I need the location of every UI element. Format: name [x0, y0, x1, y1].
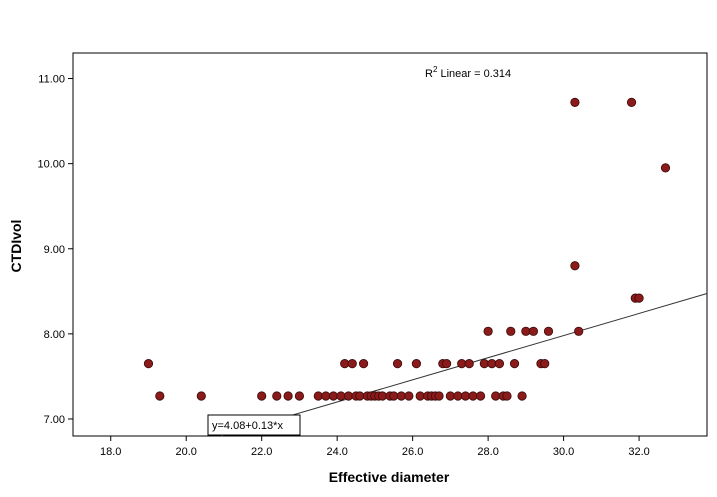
x-tick-label: 28.0: [477, 446, 498, 458]
data-point: [272, 391, 282, 401]
data-point: [479, 359, 489, 369]
data-point: [491, 391, 501, 401]
data-point: [347, 359, 357, 369]
data-point: [434, 391, 444, 401]
data-point: [404, 391, 414, 401]
x-axis: 18.0 20.0 22.0 24.0 26.0 28.0 30.0 32.0: [100, 436, 650, 458]
data-point: [340, 359, 350, 369]
data-point: [442, 359, 452, 369]
data-point: [313, 391, 323, 401]
data-point: [257, 391, 267, 401]
data-point: [392, 359, 403, 369]
data-point: [540, 359, 550, 369]
data-point: [660, 163, 671, 173]
data-point: [343, 391, 354, 401]
data-point: [321, 391, 331, 401]
data-point: [355, 391, 365, 401]
y-axis: 7.00 8.00 9.00 10.00 11.00: [37, 74, 73, 426]
x-tick-label: 24.0: [326, 446, 347, 458]
x-tick-label: 22.0: [251, 446, 272, 458]
data-point: [453, 391, 463, 401]
data-point: [445, 391, 455, 401]
data-point: [509, 359, 520, 369]
data-point: [396, 391, 406, 401]
data-point: [358, 359, 369, 369]
x-axis-title: Effective diameter: [329, 469, 450, 485]
equation-box: y=4.08+0.13*x: [207, 414, 301, 436]
data-point: [389, 391, 399, 401]
data-point: [528, 326, 539, 336]
y-tick-label: 7.00: [44, 414, 65, 426]
data-point: [543, 326, 554, 336]
x-tick-label: 32.0: [628, 446, 649, 458]
x-tick-label: 26.0: [402, 446, 423, 458]
data-point: [475, 391, 486, 401]
x-tick-label: 18.0: [100, 446, 121, 458]
y-axis-title: CTDIvol: [8, 220, 24, 273]
data-point: [574, 326, 584, 336]
r2-label: R2 Linear = 0.314: [425, 65, 511, 80]
equation-box-frame: [207, 414, 301, 436]
data-point: [155, 391, 165, 401]
data-point: [328, 391, 338, 401]
y-tick-label: 9.00: [44, 244, 65, 256]
data-point: [460, 391, 471, 401]
data-point: [196, 391, 206, 401]
data-point: [294, 391, 305, 401]
data-points: [143, 97, 671, 401]
data-point: [336, 391, 346, 401]
data-point: [483, 326, 493, 336]
data-point: [487, 359, 497, 369]
equation-label: y=4.08+0.13*x: [212, 420, 283, 432]
y-tick-label: 11.00: [38, 74, 65, 86]
data-point: [457, 359, 467, 369]
y-tick-label: 10.00: [37, 159, 65, 171]
data-point: [494, 359, 505, 369]
data-point: [626, 97, 637, 107]
x-tick-label: 20.0: [176, 446, 197, 458]
data-point: [521, 326, 531, 336]
y-tick-label: 8.00: [44, 329, 65, 341]
data-point: [468, 391, 478, 401]
data-point: [517, 391, 527, 401]
data-point: [502, 391, 512, 401]
data-point: [411, 359, 422, 369]
x-tick-label: 30.0: [553, 446, 574, 458]
data-point: [283, 391, 293, 401]
data-point: [634, 293, 644, 303]
data-point: [506, 326, 516, 336]
data-point: [377, 391, 388, 401]
data-point: [570, 97, 580, 107]
plot-area: [72, 52, 708, 437]
data-point: [415, 391, 425, 401]
data-point: [143, 359, 154, 369]
data-point: [464, 359, 474, 369]
data-point: [570, 261, 580, 271]
